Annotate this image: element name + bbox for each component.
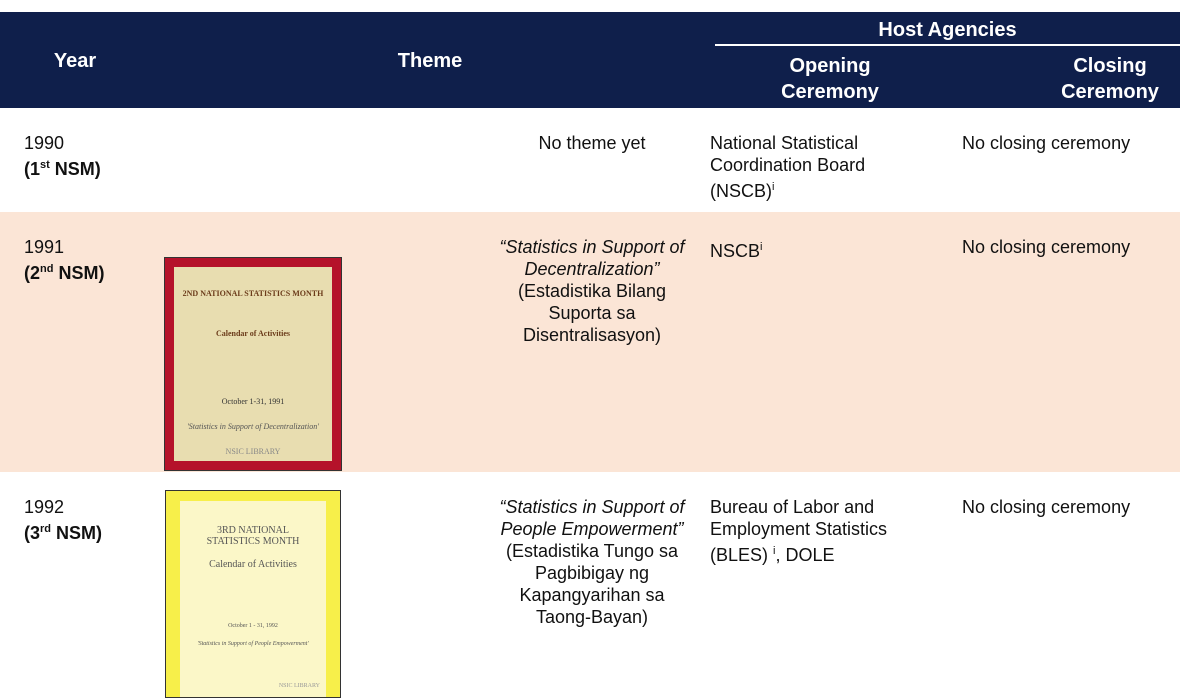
theme-title: “Statistics in Support of People Empower…: [499, 497, 685, 539]
opening-sup: i: [773, 545, 776, 557]
cover-image: 2ND NATIONAL STATISTICS MONTH Calendar o…: [164, 257, 342, 471]
nsm-prefix: (1: [24, 159, 41, 179]
header-band: [0, 12, 1180, 108]
closing-host: No closing ceremony: [962, 237, 1131, 257]
cover-text: October 1 - 31, 1992: [228, 623, 278, 629]
header-theme: Theme: [397, 50, 463, 72]
nsm-suffix: NSM): [53, 263, 105, 283]
nsm: (1st NSM): [24, 154, 101, 180]
nsm-sup: rd: [40, 523, 52, 535]
opening-text: NSCB: [710, 241, 761, 261]
theme-title: “Statistics in Support of Decentralizati…: [499, 237, 685, 279]
closing-host: No closing ceremony: [962, 133, 1131, 153]
opening-text: Bureau of Labor and Employment Statistic…: [710, 497, 888, 565]
cover-text: 'Statistics in Support of People Empower…: [197, 641, 309, 647]
header-closing: Closing Ceremony: [1061, 55, 1159, 103]
theme: No theme yet: [492, 132, 692, 154]
theme: “Statistics in Support of Decentralizati…: [492, 236, 692, 346]
cover-text: October 1-31, 1991: [221, 397, 285, 406]
nsm-prefix: (2: [24, 263, 41, 283]
opening-sup: i: [772, 181, 775, 193]
year-text: 1992: [24, 497, 65, 517]
cover-panel: [180, 501, 326, 697]
year: 1991 (2nd NSM): [24, 236, 104, 284]
opening-after: , DOLE: [775, 545, 835, 565]
header-host-agencies: Host Agencies: [878, 19, 1017, 41]
opening-sup: i: [760, 241, 763, 253]
header-year: Year: [53, 50, 97, 72]
cover-text: 'Statistics in Support of Decentralizati…: [187, 422, 319, 431]
theme-translation: (Estadistika Bilang Suporta sa Disentral…: [517, 281, 667, 345]
opening-host: NSCBi: [710, 236, 925, 262]
cover-text: Calendar of Activities: [215, 329, 291, 338]
cover-text: NSIC LIBRARY: [225, 447, 281, 456]
header-opening: Opening Ceremony: [781, 55, 879, 103]
cover-text: Calendar of Activities: [209, 559, 297, 570]
cover-text: 2ND NATIONAL STATISTICS MONTH: [182, 289, 324, 298]
theme-title: No theme yet: [538, 133, 646, 153]
nsm-sup: nd: [40, 263, 54, 275]
theme: “Statistics in Support of People Empower…: [492, 496, 692, 628]
cover-image: 3RD NATIONAL STATISTICS MONTH Calendar o…: [165, 490, 341, 698]
nsm-suffix: NSM): [51, 523, 103, 543]
nsm: (2nd NSM): [24, 258, 104, 284]
nsm-sup: st: [40, 159, 50, 171]
nsm-suffix: NSM): [49, 159, 101, 179]
opening-host: National Statistical Coordination Board …: [710, 132, 925, 202]
header-divider: [715, 44, 1180, 46]
year-text: 1991: [24, 237, 65, 257]
cover-text: NSIC LIBRARY: [278, 683, 320, 689]
nsm: (3rd NSM): [24, 518, 102, 544]
cover-text: 3RD NATIONAL STATISTICS MONTH: [206, 525, 300, 547]
closing-host: No closing ceremony: [962, 497, 1131, 517]
year-text: 1990: [24, 133, 65, 153]
nsm-prefix: (3: [24, 523, 41, 543]
opening-host: Bureau of Labor and Employment Statistic…: [710, 496, 935, 566]
year: 1992 (3rd NSM): [24, 496, 102, 544]
opening-text: National Statistical Coordination Board …: [710, 133, 866, 201]
theme-translation: (Estadistika Tungo sa Pagbibigay ng Kapa…: [505, 541, 679, 627]
year: 1990 (1st NSM): [24, 132, 101, 180]
